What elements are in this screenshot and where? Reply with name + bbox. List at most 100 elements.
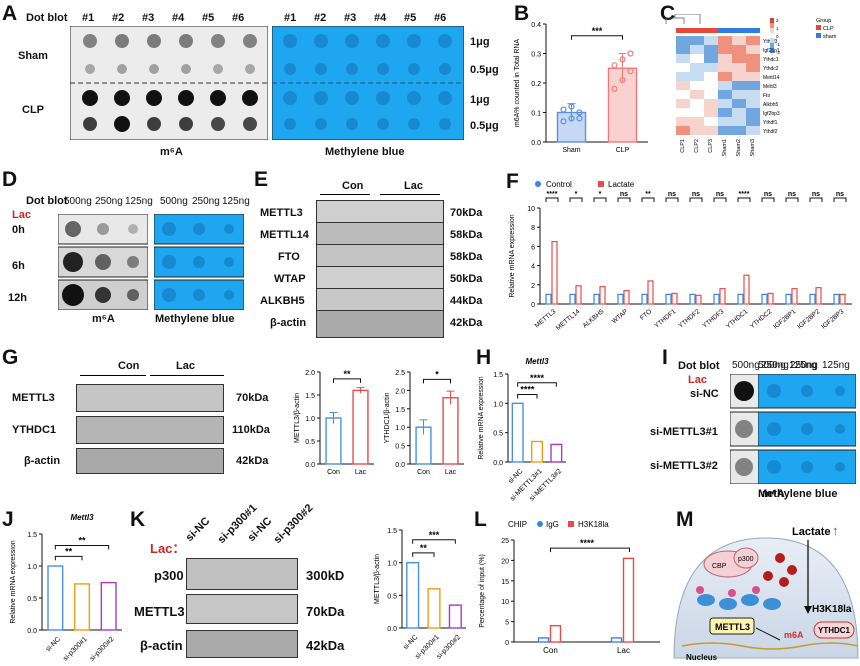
colorbar-label: 0 — [776, 34, 779, 39]
significance-bracket — [545, 197, 559, 202]
nucleus-label: Nucleus — [686, 653, 718, 662]
bar — [767, 292, 774, 305]
group-annotation — [676, 28, 690, 33]
heatmap-cell — [718, 90, 732, 99]
y-tick-label: 0.0 — [493, 460, 503, 467]
bar — [427, 588, 441, 629]
bar — [575, 285, 582, 305]
data-point — [611, 62, 618, 69]
y-tick-label: 0.5 — [395, 444, 405, 451]
panel-h-bar-chart: 0.00.51.01.5si-NCsi-METTL3#1si-METTL3#2R… — [478, 357, 566, 502]
significance-bracket — [833, 197, 847, 202]
row-label-clp: CLP — [22, 104, 44, 116]
time-label: 0h — [12, 224, 25, 236]
treatment-label: Lac： — [150, 541, 186, 556]
data-point — [627, 68, 634, 75]
data-point — [560, 106, 567, 113]
heatmap-cell — [704, 81, 718, 90]
data-point — [619, 56, 626, 63]
significance-label: * — [435, 369, 439, 379]
group-annotation — [718, 28, 732, 33]
data-point — [576, 115, 583, 122]
y-tick-label: 2.0 — [305, 370, 315, 377]
heatmap-cell — [732, 72, 746, 81]
heatmap-cell — [732, 54, 746, 63]
colorbar-label: 1 — [776, 26, 779, 31]
heatmap-cell — [690, 99, 704, 108]
amount-header: 125ng — [822, 360, 850, 371]
panel-letter-f: F — [506, 170, 519, 193]
bar — [833, 293, 840, 305]
y-tick-label: 1.0 — [493, 401, 503, 408]
heatmap-cell — [746, 63, 760, 72]
colorbar-label: -2 — [776, 50, 780, 55]
group-annotation — [746, 28, 760, 33]
y-axis-label: YTHDC1/β-actin — [384, 392, 391, 443]
bar — [406, 561, 420, 629]
heatmap-cell — [704, 36, 718, 45]
western-blot-panel — [76, 384, 224, 474]
mettl3-label: METTL3 — [715, 622, 750, 632]
significance-label: ** — [343, 369, 351, 379]
significance-label: **** — [580, 538, 595, 548]
size-label: 42kDa — [450, 317, 483, 329]
significance-label: *** — [592, 26, 603, 36]
heatmap-cell — [746, 45, 760, 54]
panel-i-blue: 500ng 250ng 125ng Methylene blue — [756, 358, 860, 508]
heatmap-cell — [690, 108, 704, 117]
heatmap-cell — [746, 126, 760, 135]
gene-label: Ythdf2 — [763, 129, 778, 135]
x-tick-label: Lac — [617, 646, 630, 655]
heatmap-cell — [676, 81, 690, 90]
significance-label: ns — [764, 191, 772, 198]
y-tick-label: 0.0 — [387, 626, 397, 633]
colorbar-label: -1 — [776, 42, 780, 47]
x-tick-label: IGF2BP3 — [820, 308, 845, 331]
heatmap-cell — [676, 99, 690, 108]
group-annotation — [690, 28, 704, 33]
significance-bracket — [423, 378, 451, 384]
x-tick-label: YTHDF3 — [701, 308, 725, 330]
y-axis-label: m6A% counted in Total RNA — [514, 39, 521, 128]
m6a-dot-blot-membrane — [70, 26, 268, 140]
y-tick-label: 1.5 — [305, 393, 315, 400]
legend-marker — [535, 181, 541, 187]
dot-blot-title: Dot blot — [26, 195, 68, 207]
sample-label: CLP3 — [708, 139, 714, 153]
heatmap-cell — [746, 108, 760, 117]
y-tick-label: 1.5 — [27, 532, 37, 539]
western-blot-panel — [316, 200, 444, 338]
size-label: 70kDa — [306, 604, 345, 619]
y-tick-label: 1.5 — [493, 372, 503, 379]
y-tick-label: 6 — [531, 244, 535, 251]
y-tick-label: 0.0 — [531, 140, 541, 147]
panel-letter-i: I — [662, 346, 668, 369]
bar — [617, 293, 624, 305]
data-point — [627, 50, 634, 57]
heatmap-cell — [704, 126, 718, 135]
bar — [73, 583, 91, 631]
heatmap-cell — [732, 63, 746, 72]
time-label: 12h — [8, 292, 27, 304]
bar — [713, 293, 720, 305]
y-tick-label: 0.2 — [531, 81, 541, 88]
gene-label: Alkbh5 — [763, 102, 779, 108]
column-label: #2 — [112, 12, 125, 24]
x-tick-label: si-NC — [507, 468, 524, 485]
dendrogram — [665, 14, 701, 24]
group-label-con: Con — [342, 180, 364, 192]
heatmap-cell — [704, 108, 718, 117]
group-annotation — [732, 28, 746, 33]
y-tick-label: 0.0 — [27, 628, 37, 635]
protein-label: ALKBH5 — [260, 295, 305, 307]
x-tick-label: Lac — [355, 469, 367, 476]
heatmap-cell — [718, 63, 732, 72]
y-tick-label: 4 — [531, 264, 535, 271]
heatmap-cell — [718, 36, 732, 45]
size-label: 58kDa — [450, 229, 483, 241]
x-tick-label: CLP — [616, 147, 630, 154]
data-point — [560, 118, 567, 125]
y-tick-label: 0 — [505, 640, 509, 647]
significance-bracket — [412, 539, 456, 544]
colorbar-label: 2 — [776, 18, 779, 23]
